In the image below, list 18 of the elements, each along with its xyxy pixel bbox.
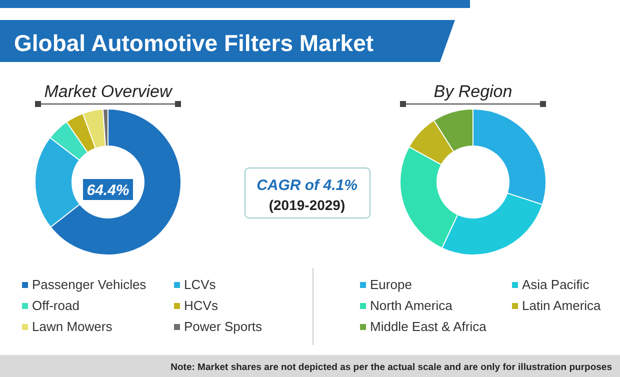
text: (2019-2029) xyxy=(268,197,346,213)
legend-label: Power Sports xyxy=(184,319,263,334)
legend-label: Off-road xyxy=(32,298,80,313)
legend-label: Middle East & Africa xyxy=(370,319,488,334)
legend-label: North America xyxy=(370,298,454,313)
legend-label: HCVs xyxy=(184,298,218,313)
legend-label: LCVs xyxy=(184,277,216,292)
chart-title: Market Overview xyxy=(44,82,174,101)
legend-label: Latin America xyxy=(522,298,602,313)
legend-label: Lawn Mowers xyxy=(32,319,113,334)
chart-title: By Region xyxy=(434,82,512,101)
text: Global Automotive Filters Market xyxy=(14,30,374,56)
legend-label: Passenger Vehicles xyxy=(32,277,147,292)
legend-label: Europe xyxy=(370,277,412,292)
data-label: 64.4% xyxy=(86,182,130,199)
legend-label: Asia Pacific xyxy=(522,277,590,292)
text: CAGR of 4.1% xyxy=(256,177,358,194)
text: Note: Market shares are not depicted as per the actual scale and are only for illustration purposes xyxy=(170,362,612,373)
